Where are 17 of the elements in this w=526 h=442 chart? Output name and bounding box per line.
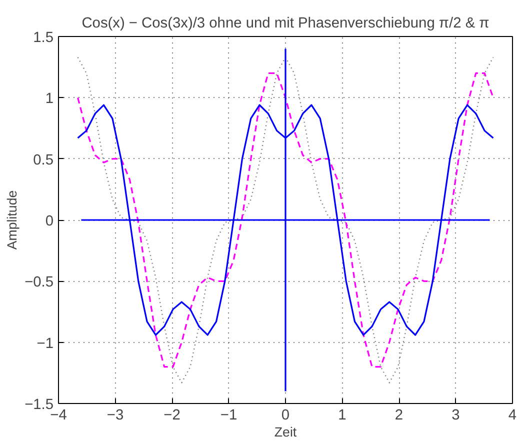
x-tick-label: 0 <box>281 408 290 424</box>
y-tick-label: −1 <box>36 336 54 352</box>
y-tick-label: 1.5 <box>33 30 54 46</box>
x-tick-label: −3 <box>106 408 124 424</box>
x-tick-label: 2 <box>394 408 404 424</box>
x-tick-label: −2 <box>164 408 180 424</box>
y-tick-label: 0.5 <box>33 152 54 168</box>
x-tick-label: 1 <box>338 408 346 424</box>
x-axis-title: Zeit <box>274 424 297 440</box>
y-tick-label: −0.5 <box>24 274 54 291</box>
x-tick-label: 3 <box>452 408 460 424</box>
x-tick-label: 4 <box>508 408 517 424</box>
x-tick-label: −1 <box>220 408 238 424</box>
y-tick-label: 0 <box>45 214 54 230</box>
chart-title: Cos(x) − Cos(3x)/3 ohne und mit Phasenverschiebung π/2 & π <box>82 16 490 32</box>
y-tick-label: 1 <box>45 91 54 108</box>
y-axis-title: Amplitude <box>4 190 20 250</box>
